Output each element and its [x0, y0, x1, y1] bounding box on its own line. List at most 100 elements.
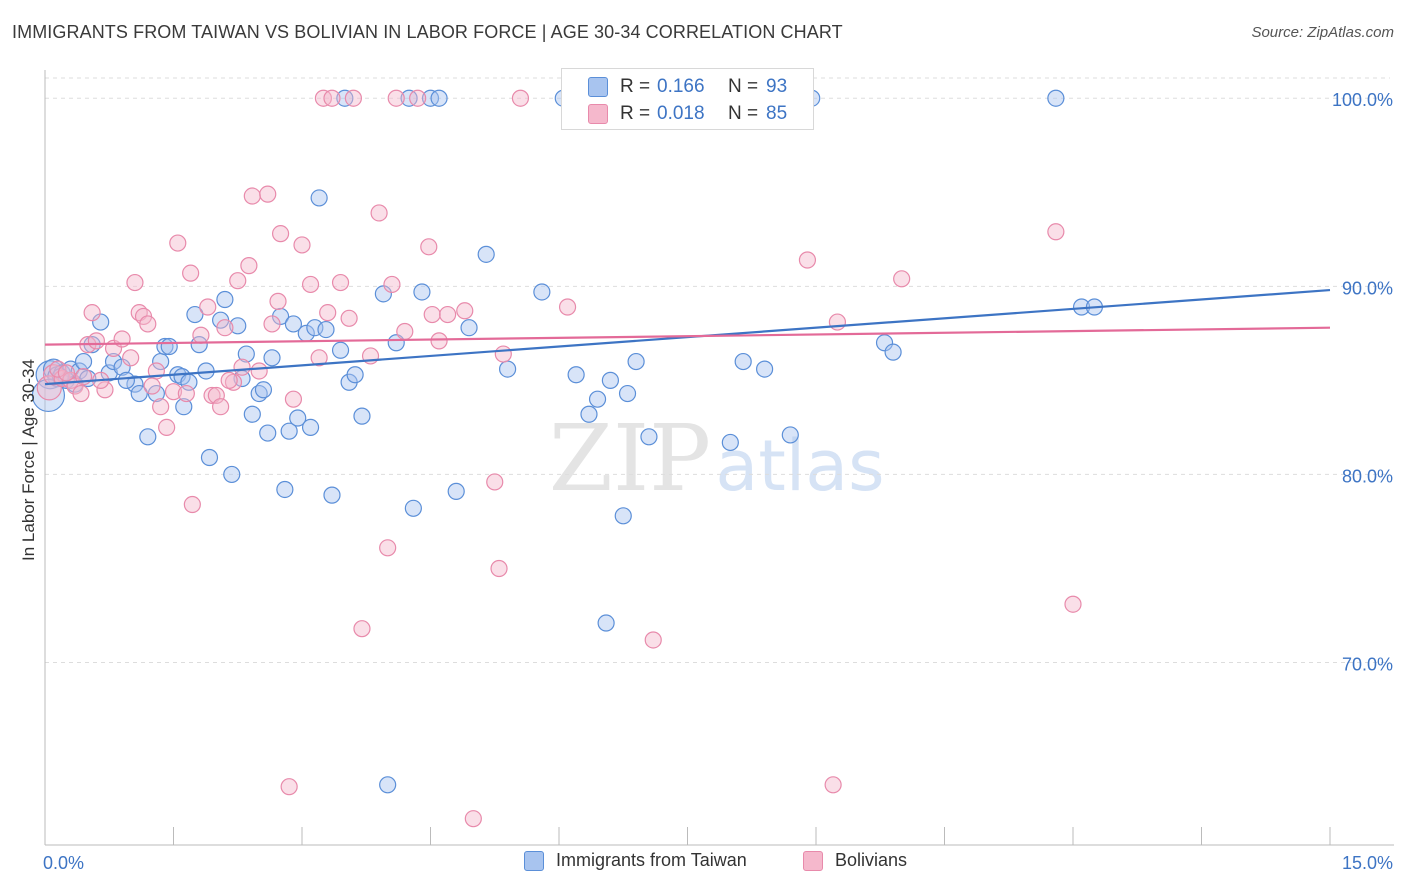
- bolivian-point: [409, 89, 427, 107]
- bolivian-point: [243, 187, 261, 205]
- bolivian-point: [644, 631, 662, 649]
- series-swatch-bolivians: [803, 850, 823, 871]
- bolivian-point: [344, 89, 362, 107]
- legend-row-taiwan: R = 0.166 N = 93: [562, 73, 813, 101]
- taiwan-point: [139, 428, 157, 446]
- y-axis-label: In Labor Force | Age 30-34: [19, 359, 38, 561]
- taiwan-point: [614, 507, 632, 525]
- taiwan-point: [875, 334, 894, 352]
- bolivian-point: [192, 326, 210, 344]
- taiwan-point: [74, 352, 93, 371]
- bolivian-point: [207, 386, 225, 405]
- chart-title: IMMIGRANTS FROM TAIWAN VS BOLIVIAN IN LA…: [12, 22, 843, 42]
- bolivian-point: [1064, 595, 1082, 613]
- bolivian-point: [212, 398, 230, 416]
- legend-r-label: R =: [620, 76, 651, 97]
- taiwan-point: [243, 405, 261, 423]
- taiwan-point: [379, 776, 397, 794]
- bolivian-point: [456, 302, 474, 320]
- taiwan-point: [447, 482, 465, 500]
- watermark-zip: ZIP: [549, 405, 711, 512]
- bolivian-point: [387, 89, 405, 107]
- bolivian-point: [72, 384, 90, 403]
- series-legend-taiwan[interactable]: Immigrants from Taiwan: [524, 850, 747, 871]
- taiwan-point: [104, 352, 123, 371]
- bolivian-point: [340, 309, 358, 327]
- taiwan-point: [580, 405, 598, 423]
- taiwan-point: [460, 319, 478, 337]
- taiwan-point: [588, 390, 607, 408]
- taiwan-point: [126, 375, 144, 393]
- taiwan-point: [567, 366, 585, 384]
- taiwan-point: [601, 371, 620, 389]
- legend-r-value-taiwan: 0.166: [657, 76, 705, 97]
- legend-r-label: R =: [620, 103, 651, 124]
- bolivian-point: [824, 776, 842, 794]
- bolivian-point: [96, 381, 114, 399]
- bolivian-point: [319, 304, 337, 322]
- taiwan-point: [254, 381, 273, 399]
- bolivian-point: [182, 264, 200, 282]
- watermark-atlas: atlas: [715, 425, 884, 507]
- taiwan-point: [280, 422, 298, 440]
- bolivian-point: [126, 273, 144, 292]
- bolivian-point: [216, 319, 234, 337]
- bolivian-point: [310, 349, 328, 367]
- taiwan-point: [284, 315, 303, 333]
- taiwan-point: [734, 352, 752, 371]
- y-tick-label: 80.0%: [1342, 466, 1393, 486]
- legend-swatch-taiwan: [588, 77, 608, 97]
- bolivian-point: [558, 298, 577, 316]
- bolivian-point: [511, 89, 530, 107]
- bolivian-point: [284, 390, 303, 408]
- taiwan-point: [430, 89, 448, 107]
- taiwan-point: [173, 368, 191, 386]
- taiwan-point: [1047, 89, 1065, 107]
- taiwan-point: [263, 349, 281, 367]
- series-label-taiwan: Immigrants from Taiwan: [556, 850, 747, 870]
- legend-n-value-taiwan: 93: [766, 76, 788, 97]
- legend-r-value-bolivians: 0.018: [657, 103, 705, 124]
- bolivian-point: [486, 473, 504, 491]
- taiwan-point: [404, 499, 422, 517]
- bolivian-point: [259, 185, 277, 203]
- bolivian-point: [798, 251, 817, 269]
- bolivian-point: [183, 495, 201, 514]
- taiwan-point: [276, 480, 294, 499]
- taiwan-point: [533, 283, 551, 301]
- taiwan-point: [175, 398, 193, 416]
- bolivian-point: [396, 322, 414, 341]
- taiwan-point: [289, 409, 307, 427]
- bolivian-point: [490, 559, 508, 578]
- legend-n-value-bolivians: 85: [766, 103, 788, 124]
- taiwan-point: [755, 360, 774, 378]
- taiwan-point: [346, 366, 364, 384]
- taiwan-point: [374, 285, 392, 303]
- bolivian-point: [164, 383, 183, 401]
- trend-lines: [44, 288, 1331, 386]
- bolivian-point: [370, 204, 388, 222]
- bolivian-point: [323, 89, 341, 107]
- bolivian-point: [379, 539, 397, 557]
- y-tick-label: 70.0%: [1342, 655, 1393, 675]
- bolivian-point: [353, 620, 371, 638]
- taiwan-point: [259, 424, 277, 442]
- correlation-legend: R = 0.166 N = 93 R = 0.018 N = 85: [561, 68, 814, 130]
- series-legend-bolivians[interactable]: Bolivians: [803, 850, 907, 871]
- y-tick-label: 90.0%: [1342, 278, 1393, 298]
- taiwan-point: [130, 384, 148, 403]
- source-label: Source: ZipAtlas.com: [1251, 24, 1394, 41]
- series-label-bolivians: Bolivians: [835, 850, 908, 870]
- bolivian-trend-line: [44, 326, 1331, 346]
- bolivian-point: [331, 273, 350, 292]
- bolivian-point: [420, 238, 438, 256]
- bolivian-point: [439, 305, 457, 324]
- bolivian-point: [430, 332, 448, 350]
- taiwan-point: [160, 337, 178, 356]
- bolivian-point: [158, 418, 176, 437]
- bolivian-point: [828, 313, 847, 331]
- series-legend: Immigrants from Taiwan Bolivians: [0, 850, 1406, 878]
- bolivian-point: [139, 315, 157, 333]
- bolivian-point: [233, 358, 251, 376]
- x-tick-label: 15.0%: [1342, 853, 1393, 873]
